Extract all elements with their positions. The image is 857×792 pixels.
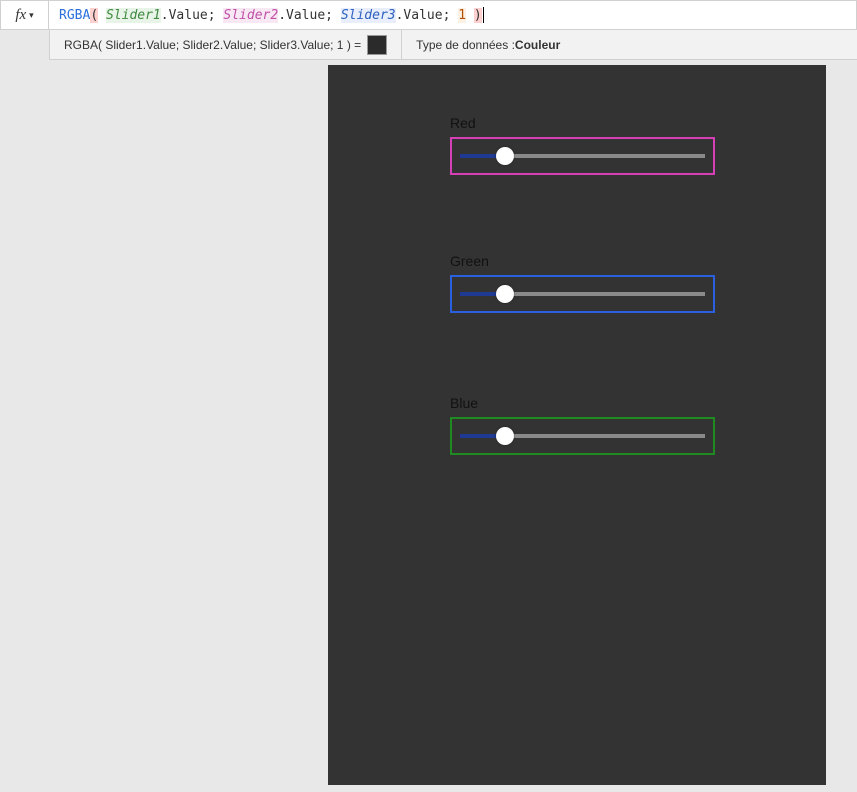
fx-button[interactable]: fx ▾	[1, 1, 49, 29]
token-alpha: 1	[458, 8, 466, 23]
slider-group-green: Green	[450, 253, 715, 313]
chevron-down-icon: ▾	[29, 10, 34, 21]
slider-thumb[interactable]	[496, 427, 514, 445]
text-cursor	[483, 7, 484, 23]
slider-thumb[interactable]	[496, 147, 514, 165]
space2	[466, 8, 474, 23]
slider-blue[interactable]	[450, 417, 715, 455]
token-function: RGBA	[59, 8, 90, 23]
label-green: Green	[450, 253, 715, 269]
result-bar: RGBA( Slider1.Value; Slider2.Value; Slid…	[49, 30, 857, 60]
token-close-paren: )	[474, 8, 482, 23]
result-expression-cell: RGBA( Slider1.Value; Slider2.Value; Slid…	[50, 30, 402, 59]
token-slider1: Slider1	[106, 8, 161, 23]
formula-input[interactable]: RGBA( Slider1.Value; Slider2.Value; Slid…	[49, 7, 856, 23]
formula-bar: fx ▾ RGBA( Slider1.Value; Slider2.Value;…	[0, 0, 857, 30]
label-red: Red	[450, 115, 715, 131]
fx-label: fx	[15, 7, 26, 24]
slider-group-red: Red	[450, 115, 715, 175]
token-slider2: Slider2	[223, 8, 278, 23]
data-type-label: Type de données :	[416, 38, 515, 52]
slider-group-blue: Blue	[450, 395, 715, 455]
token-sep3: ;	[443, 8, 459, 23]
token-slider3: Slider3	[341, 8, 396, 23]
app-canvas: Red Green Blue	[328, 65, 826, 785]
slider-green[interactable]	[450, 275, 715, 313]
space	[98, 8, 106, 23]
slider-red[interactable]	[450, 137, 715, 175]
token-sep1: ;	[208, 8, 224, 23]
data-type-cell: Type de données :Couleur	[402, 38, 574, 52]
token-prop1: .Value	[161, 8, 208, 23]
data-type-value: Couleur	[515, 38, 560, 52]
slider-thumb[interactable]	[496, 285, 514, 303]
token-prop2: .Value	[278, 8, 325, 23]
token-prop3: .Value	[396, 8, 443, 23]
token-open-paren: (	[90, 8, 98, 23]
token-sep2: ;	[325, 8, 341, 23]
label-blue: Blue	[450, 395, 715, 411]
color-swatch	[367, 35, 387, 55]
result-expression: RGBA( Slider1.Value; Slider2.Value; Slid…	[64, 38, 361, 52]
